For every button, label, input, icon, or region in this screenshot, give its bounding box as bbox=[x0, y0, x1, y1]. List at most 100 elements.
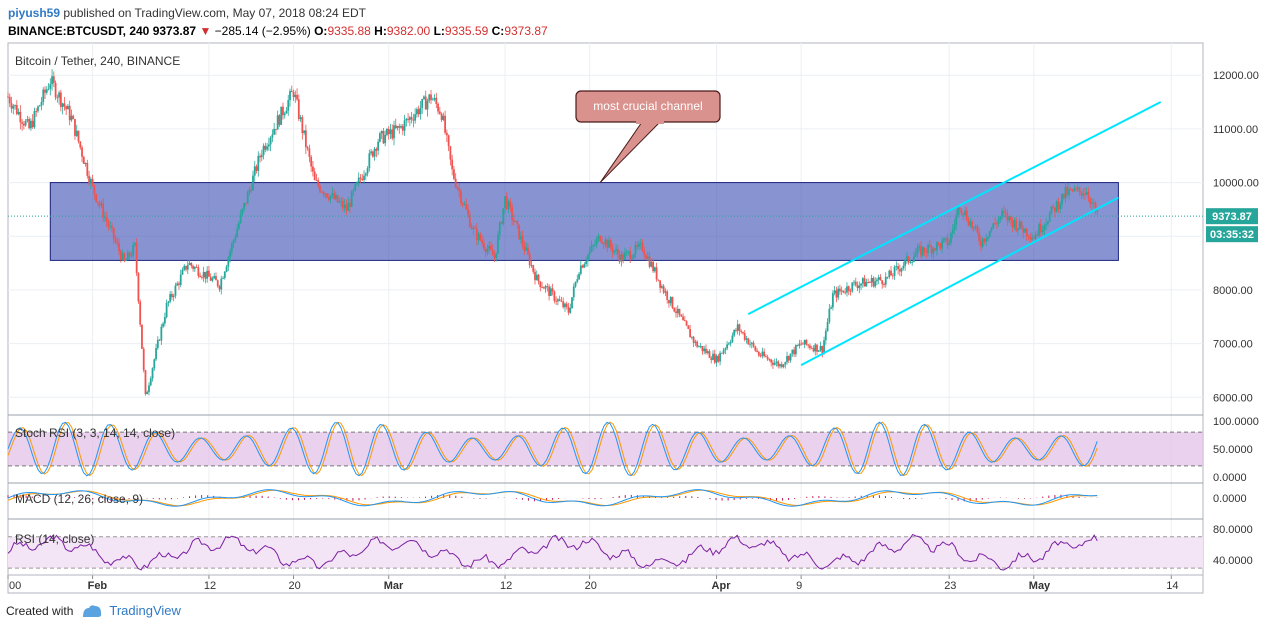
candle-body bbox=[837, 288, 840, 298]
candle-body bbox=[278, 115, 281, 125]
candle-body bbox=[574, 281, 577, 287]
candle-body bbox=[761, 351, 764, 357]
candle-body bbox=[525, 247, 528, 251]
candle-body bbox=[246, 192, 249, 204]
candle-body bbox=[431, 99, 434, 101]
candle-body bbox=[803, 339, 806, 345]
candle-body bbox=[324, 193, 327, 195]
candle-body bbox=[22, 123, 25, 126]
candle-body bbox=[229, 251, 231, 258]
candle-body bbox=[276, 115, 279, 130]
candle-body bbox=[375, 148, 378, 151]
candle-body bbox=[1001, 210, 1003, 217]
candle-body bbox=[592, 245, 595, 247]
candle-body bbox=[780, 364, 783, 367]
candle-body bbox=[757, 351, 760, 356]
candle-body bbox=[939, 243, 942, 249]
candle-body bbox=[1029, 237, 1032, 240]
x-tick-label: 00 bbox=[9, 580, 21, 592]
candle-body bbox=[387, 129, 390, 135]
candle-body bbox=[615, 249, 617, 251]
candle-body bbox=[652, 261, 654, 272]
candle-body bbox=[840, 290, 843, 292]
candle-body bbox=[509, 201, 512, 207]
candle-body bbox=[585, 261, 588, 264]
candle-body bbox=[398, 126, 401, 128]
tradingview-link[interactable]: TradingView bbox=[109, 603, 181, 618]
candle-body bbox=[981, 238, 984, 247]
candle-body bbox=[898, 269, 901, 272]
candle-body bbox=[202, 271, 205, 278]
candle-body bbox=[172, 295, 175, 298]
author-link[interactable]: piyush59 bbox=[8, 6, 61, 20]
candle-body bbox=[740, 331, 743, 333]
candle-body bbox=[19, 111, 22, 123]
candle-body bbox=[868, 282, 871, 284]
chart-canvas[interactable]: 00 Feb 12 20 Mar 12 20 Apr 9 23 May 14 6000.00 7000.0… bbox=[0, 0, 1270, 600]
candle-body bbox=[12, 106, 15, 109]
candle-body bbox=[1009, 216, 1012, 221]
candle-body bbox=[616, 249, 619, 255]
candle-body bbox=[386, 129, 388, 135]
candle-body bbox=[934, 248, 936, 251]
candle-body bbox=[678, 308, 681, 315]
y-tick-label: 10000.00 bbox=[1213, 178, 1259, 190]
candle-body bbox=[826, 322, 829, 332]
stoch-tick-label: 100.0000 bbox=[1213, 416, 1259, 428]
candle-body bbox=[657, 279, 660, 281]
candle-body bbox=[156, 339, 159, 349]
candle-body bbox=[646, 256, 649, 259]
candle-body bbox=[59, 92, 62, 108]
candle-body bbox=[928, 244, 931, 247]
candle-body bbox=[456, 187, 459, 189]
candle-body bbox=[174, 285, 177, 296]
candle-body bbox=[96, 201, 99, 204]
candle-body bbox=[349, 202, 351, 207]
candle-body bbox=[290, 90, 293, 93]
candle-body bbox=[717, 355, 720, 362]
open-value: 9335.88 bbox=[327, 24, 371, 38]
candle-body bbox=[759, 355, 762, 357]
candle-body bbox=[33, 111, 36, 128]
candle-body bbox=[488, 245, 491, 250]
candle-body bbox=[1054, 207, 1056, 212]
candle-body bbox=[913, 256, 915, 262]
candle-body bbox=[403, 120, 406, 131]
candle-body bbox=[223, 271, 226, 278]
candle-body bbox=[835, 290, 838, 298]
candle-body bbox=[682, 316, 684, 321]
candle-body bbox=[42, 89, 45, 103]
candle-body bbox=[470, 226, 473, 229]
candle-body bbox=[282, 106, 284, 116]
candle-body bbox=[363, 175, 365, 181]
candle-body bbox=[230, 243, 233, 252]
candle-body bbox=[726, 344, 729, 349]
candle-body bbox=[883, 284, 885, 286]
candle-body bbox=[595, 239, 598, 245]
candle-body bbox=[319, 185, 321, 192]
last-price-tag bbox=[1206, 208, 1258, 225]
candle-body bbox=[338, 201, 341, 203]
candle-body bbox=[308, 148, 311, 157]
candle-body bbox=[512, 219, 515, 222]
candle-body bbox=[994, 223, 996, 225]
candle-body bbox=[384, 134, 387, 144]
candle-body bbox=[844, 292, 847, 294]
candle-body bbox=[440, 113, 443, 120]
candle-body bbox=[692, 336, 695, 343]
candle-body bbox=[15, 105, 18, 115]
candle-body bbox=[632, 254, 635, 258]
low-value: 9335.59 bbox=[444, 24, 489, 38]
candle-body bbox=[56, 97, 59, 99]
candle-body bbox=[301, 117, 304, 134]
footer: Created with TradingView bbox=[6, 603, 181, 618]
candle-body bbox=[430, 94, 432, 100]
candle-body bbox=[661, 286, 663, 288]
candle-body bbox=[1022, 228, 1025, 233]
candle-body bbox=[549, 288, 552, 296]
candle-body bbox=[860, 283, 862, 286]
candle-body bbox=[579, 265, 582, 274]
candle-body bbox=[521, 235, 524, 246]
candle-body bbox=[61, 103, 64, 108]
candle-body bbox=[327, 197, 330, 200]
